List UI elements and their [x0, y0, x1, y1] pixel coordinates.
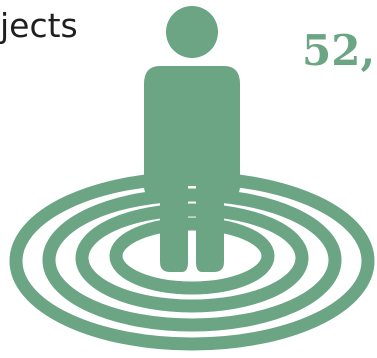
person-silhouette: [144, 6, 240, 276]
caption-text: jects: [0, 6, 78, 45]
person-head: [166, 6, 218, 58]
target-ring-second: [42, 188, 342, 332]
target-ring-third: [75, 203, 309, 313]
person-body: [144, 66, 240, 272]
count-value: 52,: [302, 26, 376, 75]
target-ring-inner: [109, 217, 275, 295]
